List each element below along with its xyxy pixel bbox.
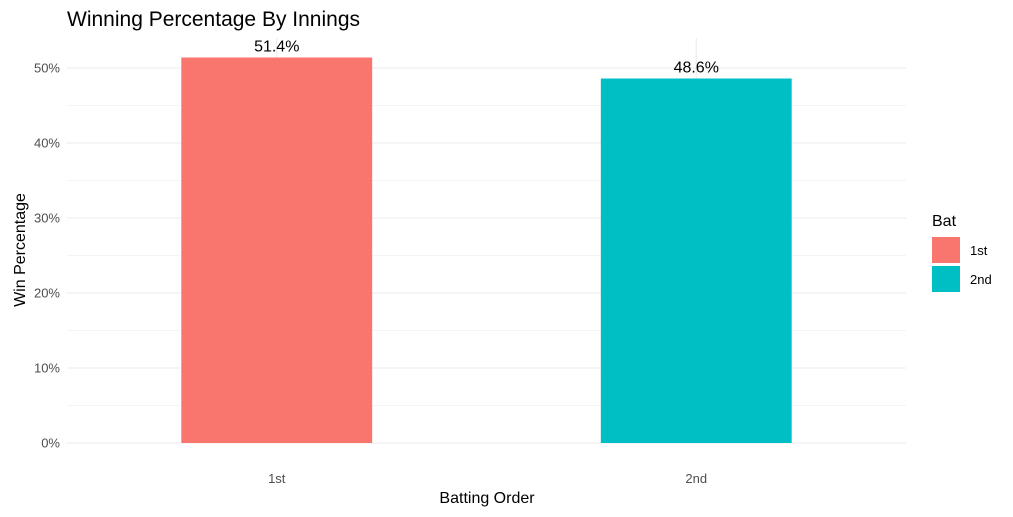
- bar-2nd: [600, 78, 792, 443]
- y-tick-label: 0%: [41, 436, 60, 451]
- data-label: 48.6%: [674, 60, 719, 77]
- bars: [181, 57, 792, 443]
- legend-key-1st: [932, 237, 960, 263]
- legend-label: 2nd: [970, 272, 992, 287]
- x-axis-title: Batting Order: [439, 490, 535, 507]
- legend-title: Bat: [932, 213, 957, 230]
- y-tick-label: 20%: [34, 286, 60, 301]
- data-labels: 51.4% 48.6%: [254, 39, 719, 77]
- y-tick-label: 30%: [34, 211, 60, 226]
- x-tick-label: 2nd: [685, 471, 707, 486]
- data-label: 51.4%: [254, 39, 299, 56]
- y-axis-title: Win Percentage: [12, 193, 29, 307]
- legend-label: 1st: [970, 243, 988, 258]
- y-axis-tick-labels: 0% 10% 20% 30% 40% 50%: [34, 61, 60, 451]
- y-tick-label: 10%: [34, 361, 60, 376]
- legend: Bat 1st 2nd: [932, 213, 992, 292]
- y-tick-label: 50%: [34, 61, 60, 76]
- chart-title: Winning Percentage By Innings: [67, 8, 360, 31]
- x-tick-label: 1st: [268, 471, 286, 486]
- x-axis-tick-labels: 1st 2nd: [268, 471, 707, 486]
- y-tick-label: 40%: [34, 136, 60, 151]
- legend-key-2nd: [932, 266, 960, 292]
- bar-1st: [181, 57, 373, 443]
